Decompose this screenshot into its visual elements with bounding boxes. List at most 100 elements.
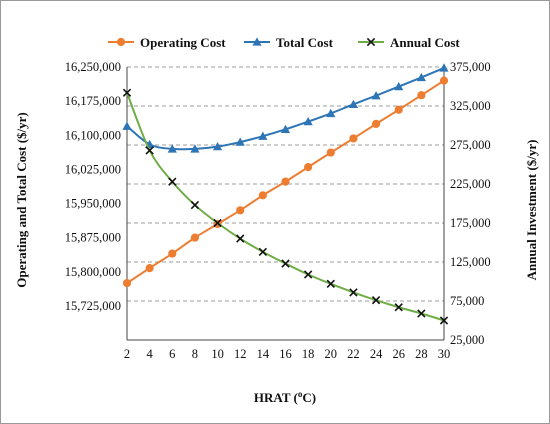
left-tick-label: 15,875,000 <box>65 231 121 245</box>
point-operating-cost <box>258 191 267 200</box>
point-annual-cost <box>122 88 132 97</box>
point-total-cost <box>348 99 359 108</box>
point-annual-cost <box>236 234 245 243</box>
point-annual-cost-stroke-b <box>213 218 222 228</box>
point-operating-cost <box>122 279 132 288</box>
left-axis-ticks: 15,725,000 15,800,000 15,875,000 15,950,000… <box>65 60 121 313</box>
x-tick-label: 6 <box>169 347 175 361</box>
right-tick-label: 125,000 <box>450 255 491 269</box>
right-tick-label: 225,000 <box>450 177 491 191</box>
point-operating-cost <box>417 91 426 100</box>
point-total-cost <box>190 144 200 153</box>
right-tick-label: 25,000 <box>450 333 484 347</box>
legend-label-total-cost: Total Cost <box>276 35 334 50</box>
left-tick-label: 15,800,000 <box>65 265 121 279</box>
point-annual-cost <box>168 177 177 186</box>
point-annual-cost <box>258 247 268 257</box>
point-annual-cost <box>190 200 200 210</box>
point-total-cost <box>439 63 449 72</box>
legend-marker-operating-cost <box>116 37 126 47</box>
point-operating-cost <box>168 249 177 258</box>
point-total-cost <box>280 124 291 134</box>
point-operating-cost <box>145 264 154 273</box>
point-annual-cost-stroke-b <box>258 247 268 257</box>
x-tick-label: 26 <box>392 347 405 361</box>
left-tick-label: 16,250,000 <box>65 60 121 74</box>
legend-item-annual-cost: Annual Cost <box>358 35 460 50</box>
point-total-cost <box>235 137 245 146</box>
point-annual-cost <box>417 309 426 318</box>
point-annual-cost-stroke-b <box>417 309 426 318</box>
point-annual-cost-stroke-b <box>190 200 200 210</box>
x-tick-label: 8 <box>192 347 198 361</box>
x-tick-label: 10 <box>211 347 224 361</box>
point-annual-cost <box>326 279 335 289</box>
left-axis-title: Operating and Total Cost ($/yr) <box>14 112 29 288</box>
series-operating-cost <box>122 76 449 288</box>
point-operating-cost <box>304 163 313 172</box>
legend-item-operating-cost: Operating Cost <box>108 35 226 50</box>
legend: Operating Cost Total Cost Annual Cost <box>108 35 460 50</box>
x-tick-label: 30 <box>438 347 451 361</box>
point-operating-cost <box>326 148 335 157</box>
x-tick-label: 24 <box>370 347 383 361</box>
point-annual-cost-stroke-b <box>439 316 449 325</box>
legend-marker-annual-cost <box>366 37 376 47</box>
right-tick-label: 175,000 <box>450 216 491 230</box>
point-annual-cost-stroke-b <box>394 303 403 312</box>
right-tick-label: 75,000 <box>450 294 484 308</box>
point-total-cost <box>258 131 268 140</box>
x-tick-label: 28 <box>415 347 428 361</box>
x-axis-title: HRAT (oC) <box>254 389 316 405</box>
x-tick-label: 16 <box>279 347 292 361</box>
left-tick-label: 15,725,000 <box>65 299 121 313</box>
right-tick-label: 375,000 <box>450 60 491 74</box>
series-annual-cost <box>122 88 449 325</box>
legend-marker-total-cost <box>252 37 262 46</box>
right-axis-ticks: 25,000 75,000 125,000 175,000 225,000 275,000… <box>450 60 491 347</box>
x-tick-label: 12 <box>234 347 247 361</box>
point-operating-cost <box>394 105 403 114</box>
point-annual-cost-stroke-b <box>145 146 154 155</box>
x-axis-ticks: 2 4 6 8 10 12 14 16 18 20 22 24 26 28 30 <box>124 347 450 361</box>
x-tick-label: 14 <box>257 347 270 361</box>
point-annual-cost-stroke-b <box>122 88 132 97</box>
point-annual-cost <box>145 146 154 155</box>
x-tick-label: 18 <box>302 347 315 361</box>
series-group <box>122 63 449 325</box>
point-annual-cost <box>371 296 381 305</box>
point-annual-cost-stroke-b <box>349 288 358 297</box>
point-operating-cost <box>190 233 200 242</box>
point-annual-cost-stroke-b <box>326 279 335 289</box>
point-total-cost <box>303 117 313 126</box>
right-tick-label: 275,000 <box>450 138 491 152</box>
point-total-cost <box>416 72 426 82</box>
point-total-cost <box>394 81 404 91</box>
point-annual-cost-stroke-b <box>168 177 177 186</box>
point-annual-cost <box>439 316 449 325</box>
right-tick-label: 325,000 <box>450 99 491 113</box>
point-annual-cost <box>303 270 313 279</box>
point-operating-cost <box>439 76 449 85</box>
legend-item-total-cost: Total Cost <box>244 35 334 50</box>
x-tick-label: 4 <box>147 347 154 361</box>
point-operating-cost <box>236 206 245 215</box>
legend-label-annual-cost: Annual Cost <box>390 35 460 50</box>
point-total-cost <box>326 108 336 118</box>
point-annual-cost <box>394 303 403 312</box>
axes <box>126 67 445 341</box>
point-annual-cost-stroke-b <box>371 296 381 305</box>
x-tick-label: 22 <box>347 347 360 361</box>
point-annual-cost <box>281 259 290 268</box>
point-total-cost <box>212 142 223 151</box>
point-total-cost <box>371 91 381 100</box>
point-total-cost <box>122 121 132 130</box>
gridlines <box>127 66 444 302</box>
point-operating-cost <box>281 177 290 186</box>
x-tick-label: 20 <box>325 347 338 361</box>
left-tick-label: 16,175,000 <box>65 94 121 108</box>
x-tick-label: 2 <box>124 347 130 361</box>
legend-marker-annual-cost-stroke-b <box>366 37 376 47</box>
left-tick-label: 15,950,000 <box>65 197 121 211</box>
legend-label-operating-cost: Operating Cost <box>140 35 226 50</box>
